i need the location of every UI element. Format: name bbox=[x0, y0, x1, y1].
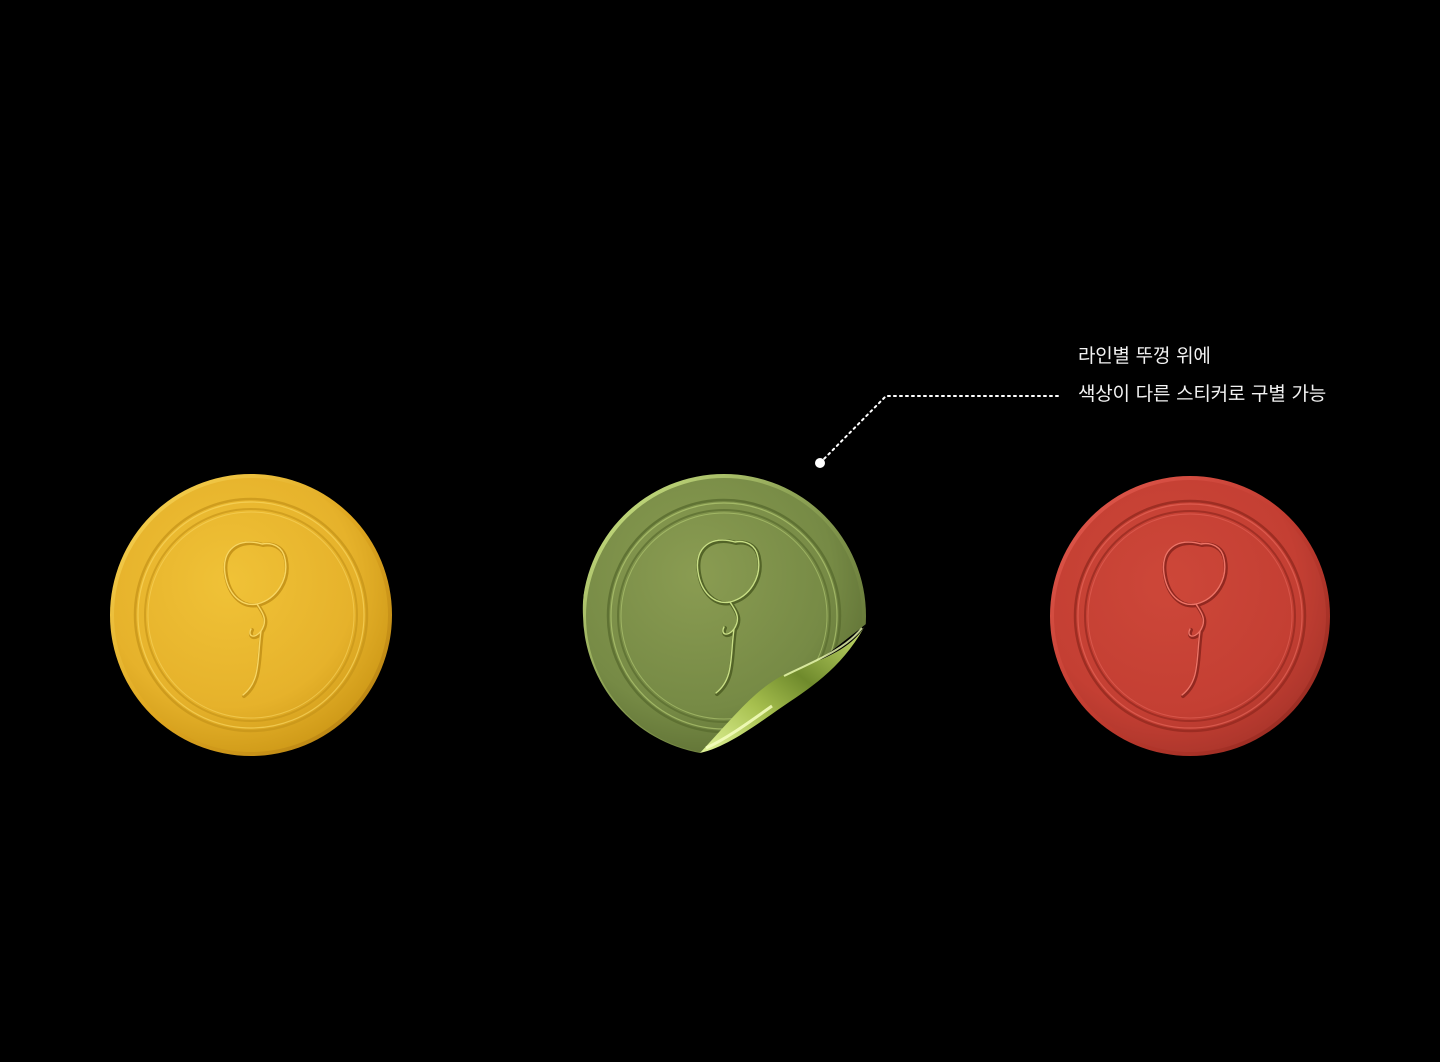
peeled-corner bbox=[700, 624, 866, 753]
annotation-line-1: 라인별 뚜껑 위에 bbox=[1078, 345, 1211, 367]
leader-line bbox=[815, 395, 1061, 468]
leader-dot bbox=[815, 458, 825, 468]
tulip-logo-icon bbox=[223, 541, 289, 698]
red-sticker bbox=[1050, 476, 1330, 756]
tulip-logo-icon bbox=[1162, 541, 1228, 698]
annotation-text: 라인별 뚜껑 위에 색상이 다른 스티커로 구별 가능 bbox=[1078, 337, 1326, 413]
green-sticker bbox=[582, 474, 866, 753]
yellow-sticker bbox=[110, 474, 392, 756]
annotation-line-2: 색상이 다른 스티커로 구별 가능 bbox=[1078, 383, 1326, 405]
tulip-logo-icon bbox=[696, 539, 762, 696]
